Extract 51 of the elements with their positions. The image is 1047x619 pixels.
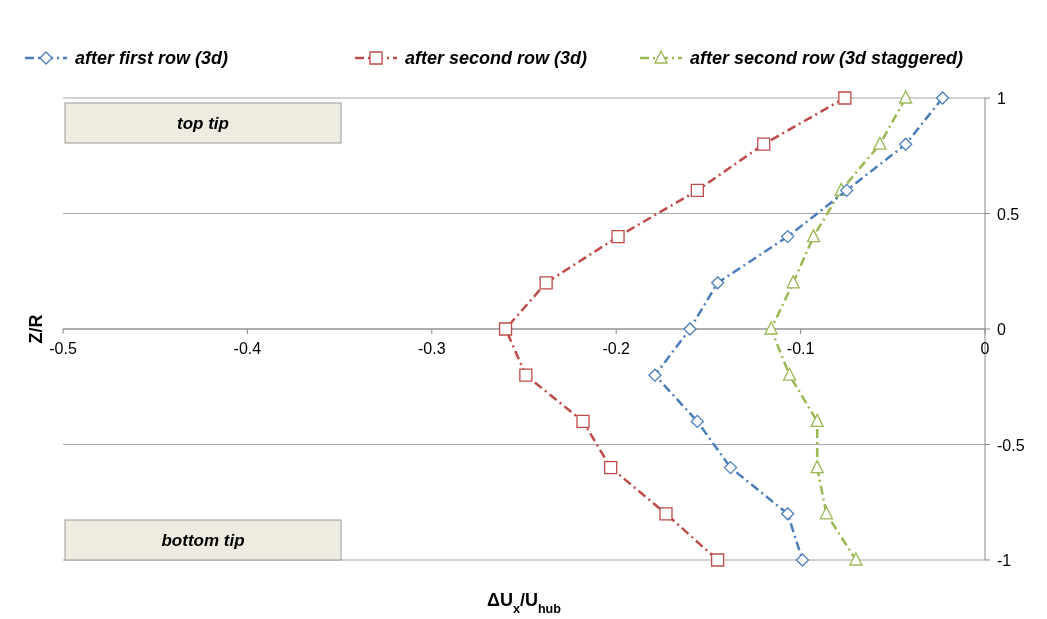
point [659,507,673,521]
x-tick-label: -0.5 [49,340,77,357]
x-axis-title: ΔU$_{x}$/U$_{hub}$ [486,590,562,616]
point [757,137,771,151]
label-box: bottom tip [64,519,342,561]
y-tick-label: 0.5 [997,205,1020,223]
point [819,506,834,520]
point [838,91,852,105]
x-tick-label: -0.2 [602,340,631,357]
label-box: top tip [64,102,342,144]
point [781,507,795,521]
legend-label: after first row (3d) [75,48,229,68]
point [782,367,797,381]
annotation: bottom tip [161,531,245,550]
point [935,91,950,105]
x-tick-label: -0.3 [418,340,446,357]
point [849,552,863,566]
point [806,228,821,243]
point [795,553,810,567]
x-tick-label: 0 [980,340,990,357]
y-tick-label: 0 [997,321,1006,338]
point [690,183,704,198]
point [810,413,824,428]
point [690,414,704,429]
point [764,321,778,335]
legend-label: after second row (3d staggered) [690,48,964,68]
point [710,276,725,290]
point [498,322,513,336]
x-tick-label: -0.1 [786,340,815,357]
y-tick-label: -0.5 [997,436,1025,454]
point [899,137,913,151]
point [840,183,854,198]
y-tick-label: 1 [997,90,1006,107]
x-tick-label: -0.4 [233,340,262,357]
point [539,276,553,290]
point [519,368,533,382]
annotation: top tip [177,114,229,133]
point [786,275,800,289]
point [604,460,618,475]
legend-label: after second row (3d) [405,48,588,68]
point [899,90,913,104]
point [781,229,795,244]
y-axis-title: Z/R [26,314,46,344]
point [723,460,738,475]
point [810,459,824,474]
point [611,229,625,244]
point [710,553,725,567]
point [873,136,887,150]
point [648,368,662,382]
y-tick-label: -1 [997,552,1012,569]
point [576,414,590,429]
